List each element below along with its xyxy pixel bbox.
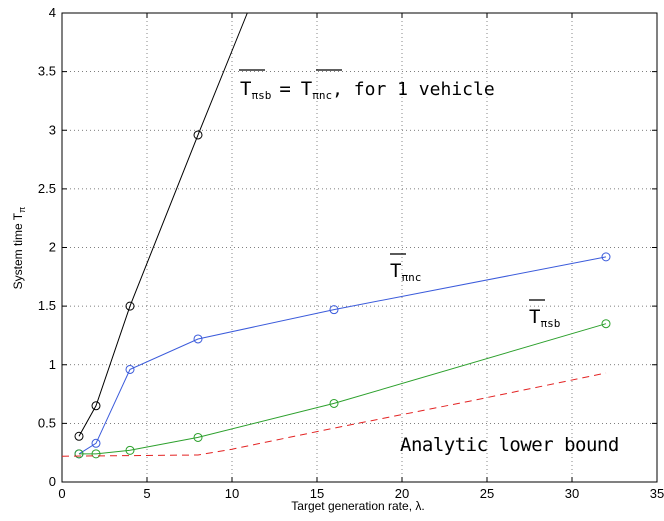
- y-tick-label: 0: [49, 474, 56, 489]
- x-tick-label: 5: [143, 486, 150, 501]
- series-point: [601, 319, 611, 329]
- annotation-sub-sb: sb: [547, 317, 560, 330]
- series-line: [79, 323, 607, 455]
- annotation-t2: T: [301, 78, 312, 100]
- series-point: [91, 401, 101, 411]
- series-point: [193, 432, 203, 442]
- series-point: [193, 130, 203, 140]
- series-line: [78, 256, 607, 455]
- x-tick-label: 15: [310, 486, 324, 501]
- y-tick-label: 1.5: [38, 298, 56, 313]
- y-tick-label: 1: [49, 357, 56, 372]
- annotation-equal-1-vehicle: Tπsb = Tπnc, for 1 vehicle: [239, 69, 495, 102]
- annotation-sub-nc: nc: [408, 271, 421, 284]
- svg-text:Tπsb: Tπsb: [529, 306, 560, 330]
- annotation-analytic-lower-bound: Analytic lower bound: [400, 434, 619, 456]
- annotation-tail: , for 1 vehicle: [332, 79, 495, 100]
- x-tick-label: 35: [650, 486, 664, 501]
- series-point: [91, 438, 101, 448]
- annotation-sub-pi: π: [540, 317, 547, 330]
- series-point: [91, 449, 101, 459]
- svg-text:Tπsb=Tπnc, for 1 vehicle: Tπsb = Tπnc, for 1 vehicle: [240, 78, 495, 102]
- annotation-nc: Tπnc: [390, 253, 421, 284]
- series-point: [125, 445, 135, 455]
- annotation-sub-pi2: π: [312, 89, 319, 102]
- y-tick-label: 3: [49, 122, 56, 137]
- y-axis-label: System time Tπ: [11, 207, 27, 290]
- annotation-t: T: [390, 260, 401, 282]
- series-point: [125, 301, 135, 311]
- y-tick-label: 4: [49, 5, 56, 20]
- series-line: [78, 12, 248, 437]
- series-point: [329, 398, 339, 408]
- series-point: [74, 431, 84, 441]
- series-line: [61, 372, 607, 457]
- y-tick-label: 3.5: [38, 64, 56, 79]
- x-tick-label: 20: [395, 486, 409, 501]
- y-tick-label: 2.5: [38, 181, 56, 196]
- series-group: [61, 12, 611, 459]
- x-axis-label: Target generation rate, λ.: [291, 499, 424, 513]
- series-point: [601, 252, 611, 262]
- x-tick-label: 25: [480, 486, 494, 501]
- annotation-equals: =: [279, 78, 290, 100]
- y-tick-label: 2: [49, 240, 56, 255]
- annotation-sb: Tπsb: [529, 299, 560, 330]
- annotation-t: T: [240, 78, 251, 100]
- axis-ticks: 0 5 10 15 20 25 30 35 0 0.5 1 1.5 2 2.5 3 3.5 4: [38, 5, 664, 501]
- x-tick-label: 10: [225, 486, 239, 501]
- series-point: [125, 364, 135, 374]
- y-axis-label-sub: π: [17, 207, 27, 213]
- annotation-sub-pi: π: [401, 271, 408, 284]
- series-point: [193, 334, 203, 344]
- series-point: [74, 449, 84, 459]
- y-axis-label-group: System time Tπ: [11, 207, 27, 290]
- y-axis-label-main: System time T: [11, 212, 25, 289]
- x-tick-label: 0: [58, 486, 65, 501]
- annotation-sub-sb: sb: [258, 89, 271, 102]
- annotation-t: T: [529, 306, 540, 328]
- annotation-sub-pi: π: [251, 89, 258, 102]
- svg-text:Tπnc: Tπnc: [390, 260, 421, 284]
- series-point: [329, 305, 339, 315]
- x-tick-label: 30: [565, 486, 579, 501]
- annotation-sub-nc: nc: [319, 89, 332, 102]
- y-tick-label: 0.5: [38, 415, 56, 430]
